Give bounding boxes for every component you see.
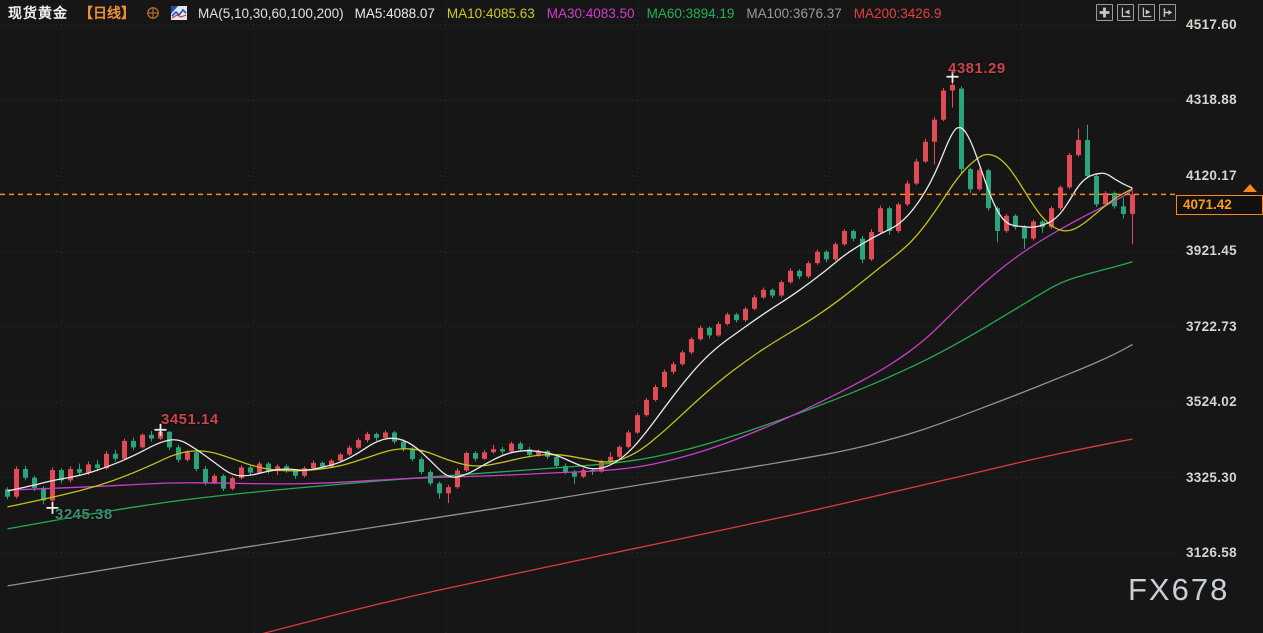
ma-group-label: MA(5,10,30,60,100,200): [198, 5, 344, 21]
current-price-tag: 4071.42: [1176, 195, 1263, 215]
MA30-line: [7, 189, 1133, 491]
price-annotation: 3245.38: [55, 506, 113, 523]
extreme-cross-marker: [46, 501, 59, 514]
axis-price-label: 4120.17: [1186, 168, 1237, 183]
axis-price-label: 3921.45: [1186, 243, 1237, 258]
play-to-latest-icon[interactable]: [1138, 4, 1155, 21]
extreme-cross-marker: [946, 70, 959, 83]
ma-value-label: MA200:3426.9: [853, 5, 942, 21]
ma-value-label: MA5:4088.07: [354, 5, 435, 21]
mini-chart-icon[interactable]: [171, 6, 187, 20]
candles-layer: [5, 76, 1135, 508]
axis-price-label: 4318.88: [1186, 92, 1237, 107]
chart-toolbar: [1096, 4, 1176, 21]
symbol-title: 现货黄金: [8, 5, 68, 21]
price-up-arrow-icon: [1243, 184, 1257, 192]
snap-left-axis-icon[interactable]: [1117, 4, 1134, 21]
period-label: 【日线】: [79, 5, 135, 21]
target-circle-icon[interactable]: [146, 6, 160, 20]
MA200-line: [262, 438, 1133, 633]
ma-value-label: MA30:4083.50: [546, 5, 635, 21]
axis-price-label: 3126.58: [1186, 545, 1237, 560]
MA60-line: [7, 261, 1133, 530]
price-annotation: 4381.29: [948, 60, 1006, 77]
price-annotation: 3451.14: [161, 411, 219, 428]
chart-header: 现货黄金 【日线】 MA(5,10,30,60,100,200) MA5:408…: [0, 0, 942, 26]
ma-value-label: MA60:3894.19: [646, 5, 735, 21]
extreme-cross-marker: [154, 423, 167, 436]
axis-price-label: 3722.73: [1186, 319, 1237, 334]
axis-price-label: 3524.02: [1186, 394, 1237, 409]
axis-price-label: 3325.30: [1186, 470, 1237, 485]
watermark: FX678: [1128, 572, 1230, 607]
axis-price-label: 4517.60: [1186, 17, 1237, 32]
price-axis[interactable]: 4517.60 4318.88 4120.17 3921.45 3722.73 3524.…: [1180, 0, 1263, 633]
MA5-line: [7, 126, 1133, 492]
ma-value-label: MA10:4085.63: [446, 5, 535, 21]
ma-value-label: MA100:3676.37: [746, 5, 842, 21]
MA100-line: [7, 343, 1133, 587]
ma-values-row: MA5:4088.07 MA10:4085.63 MA30:4083.50 MA60:…: [355, 6, 942, 21]
move-tool-icon[interactable]: [1096, 4, 1113, 21]
MA10-line: [7, 153, 1133, 508]
pan-right-icon[interactable]: [1159, 4, 1176, 21]
